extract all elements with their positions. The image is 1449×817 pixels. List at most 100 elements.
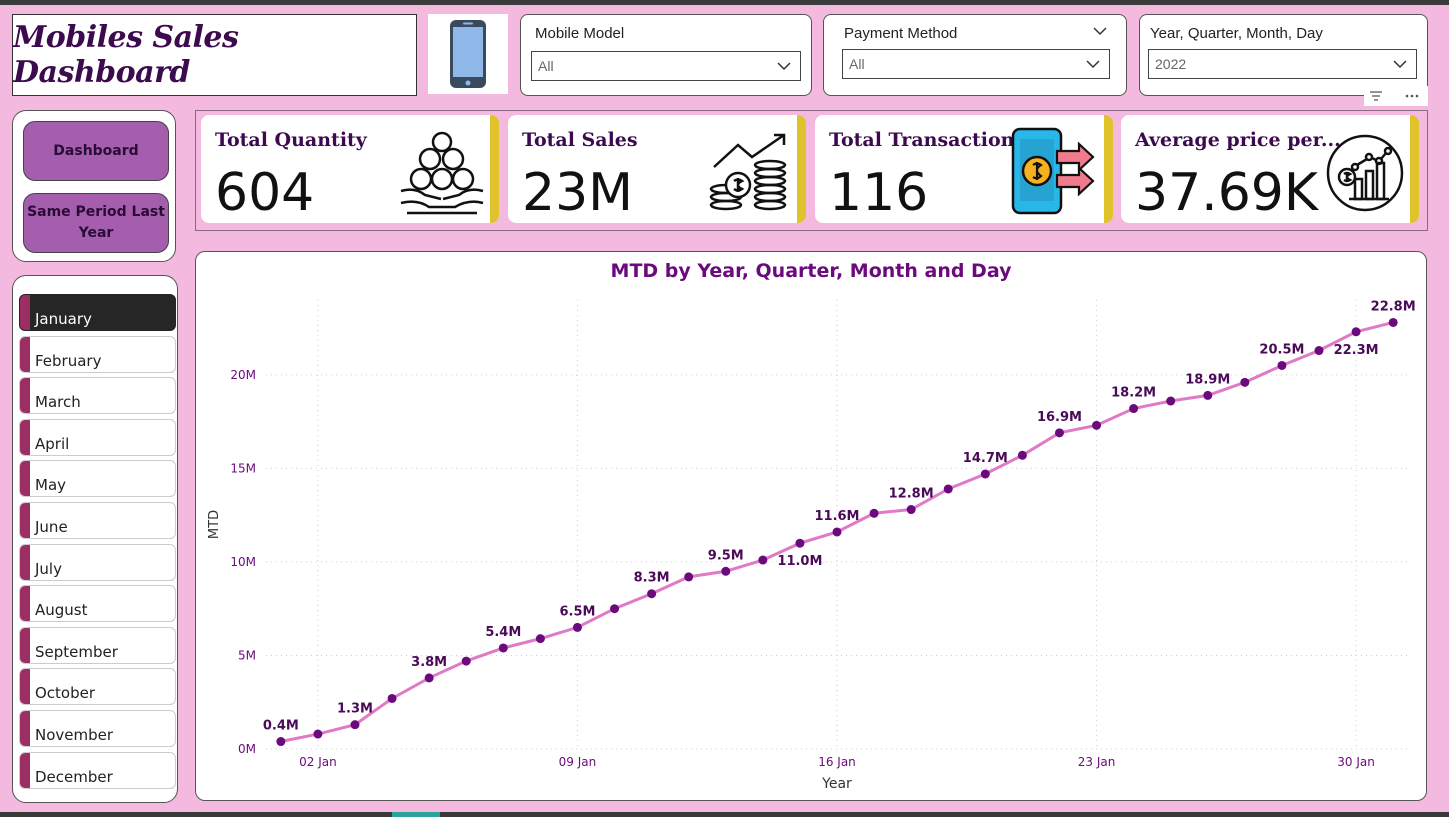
data-point [1277, 360, 1287, 370]
more-options-icon[interactable] [1404, 88, 1420, 104]
month-item-label: July [35, 559, 62, 578]
month-item-august[interactable]: August [19, 585, 176, 623]
data-label: 20.5M [1259, 342, 1304, 357]
data-point [832, 527, 842, 537]
month-item-march[interactable]: March [19, 377, 176, 415]
month-slicer: January February March April May June July Augu… [12, 275, 178, 803]
kpi-total-quantity: Total Quantity 604 [201, 115, 499, 223]
month-item-marker [20, 586, 30, 622]
kpi-label: Total Sales [522, 129, 638, 151]
month-item-february[interactable]: February [19, 335, 176, 373]
month-item-marker [20, 627, 30, 663]
y-tick-label: 0M [238, 742, 256, 756]
data-point [387, 693, 397, 703]
data-point [795, 538, 805, 548]
month-item-label: October [35, 684, 96, 703]
data-point [1314, 346, 1324, 356]
y-tick-label: 15M [230, 461, 256, 475]
mobile-model-dropdown[interactable]: All [531, 51, 801, 81]
date-dropdown[interactable]: 2022 [1148, 49, 1417, 79]
date-slicer: Year, Quarter, Month, Day 2022 [1139, 14, 1428, 96]
data-point [943, 484, 953, 494]
month-item-november[interactable]: November [19, 710, 176, 747]
month-item-label: April [35, 434, 70, 453]
data-label: 14.7M [963, 451, 1008, 466]
kpi-value: 37.69K [1135, 163, 1318, 223]
month-item-july[interactable]: July [19, 543, 176, 581]
mobile-payment-icon [1011, 127, 1095, 215]
data-point [758, 555, 768, 565]
data-point [721, 566, 731, 576]
month-item-june[interactable]: June [19, 502, 176, 539]
kpi-total-sales: Total Sales 23M [508, 115, 806, 223]
month-item-marker [20, 378, 30, 414]
x-tick-label: 23 Jan [1078, 755, 1116, 769]
month-item-label: May [35, 476, 67, 495]
month-item-december[interactable]: December [19, 751, 176, 789]
navigation-panel: Dashboard Same Period Last Year [12, 110, 176, 262]
data-point [647, 589, 657, 599]
kpi-label: Average price per... [1135, 129, 1341, 151]
dashboard-button[interactable]: Dashboard [23, 121, 169, 181]
window-bottom-bar [0, 812, 1449, 817]
smartphone-icon [428, 14, 508, 94]
kpi-accent-bar [1410, 115, 1419, 223]
month-item-label: September [35, 642, 118, 661]
data-point [1388, 317, 1398, 327]
month-item-may[interactable]: May [19, 460, 176, 498]
data-label: 18.9M [1185, 372, 1230, 387]
x-tick-label: 16 Jan [818, 755, 856, 769]
y-tick-label: 5M [238, 648, 256, 662]
x-tick-label: 30 Jan [1337, 755, 1375, 769]
data-point [980, 469, 990, 479]
kpi-label: Total Transactions [829, 129, 1026, 151]
month-item-october[interactable]: October [19, 668, 176, 706]
hands-coins-icon [400, 131, 484, 215]
dashboard-title: Mobiles Sales Dashboard [13, 20, 239, 90]
payment-method-label: Payment Method [844, 25, 958, 42]
data-label: 11.6M [814, 509, 859, 524]
chart-title: MTD by Year, Quarter, Month and Day [610, 260, 1012, 282]
data-label: 22.8M [1371, 299, 1416, 314]
month-item-label: December [35, 767, 113, 786]
visual-header-icons [1364, 86, 1428, 106]
dashboard-title-box: Mobiles Sales Dashboard [12, 14, 417, 96]
kpi-value: 116 [829, 163, 929, 223]
kpi-value: 604 [215, 163, 315, 223]
x-axis-title: Year [821, 776, 852, 792]
data-label: 3.8M [411, 655, 447, 670]
month-item-label: June [35, 518, 68, 536]
data-point [535, 634, 545, 644]
mobile-model-slicer: Mobile Model All [520, 14, 812, 96]
same-period-last-year-button[interactable]: Same Period Last Year [23, 193, 169, 253]
date-slicer-label: Year, Quarter, Month, Day [1150, 25, 1323, 42]
month-item-january[interactable]: January [19, 294, 176, 331]
data-point [610, 604, 620, 614]
month-item-april[interactable]: April [19, 418, 176, 456]
data-point [572, 622, 582, 632]
data-label: 6.5M [559, 604, 595, 619]
month-item-september[interactable]: September [19, 626, 176, 664]
month-item-marker [20, 503, 30, 538]
mobile-model-value: All [538, 58, 554, 74]
data-point [424, 673, 434, 683]
mtd-line-chart: MTD by Year, Quarter, Month and Day 0M 5M… [195, 251, 1427, 801]
mobile-model-label: Mobile Model [535, 25, 625, 42]
data-label: 12.8M [889, 487, 934, 502]
chevron-down-icon [1393, 60, 1407, 69]
data-label: 16.9M [1037, 410, 1082, 425]
filter-icon[interactable] [1368, 88, 1384, 104]
data-point [1203, 390, 1213, 400]
kpi-accent-bar [1104, 115, 1113, 223]
data-point [1017, 450, 1027, 460]
month-item-marker [20, 295, 30, 330]
data-point [1351, 327, 1361, 337]
month-item-marker [20, 544, 30, 580]
month-item-label: March [35, 393, 81, 412]
month-item-marker [20, 669, 30, 705]
growth-coins-icon [709, 133, 787, 211]
payment-method-dropdown[interactable]: All [842, 49, 1110, 79]
y-tick-label: 10M [230, 555, 256, 569]
month-item-label: February [35, 351, 102, 370]
chevron-down-icon[interactable] [1092, 23, 1108, 39]
